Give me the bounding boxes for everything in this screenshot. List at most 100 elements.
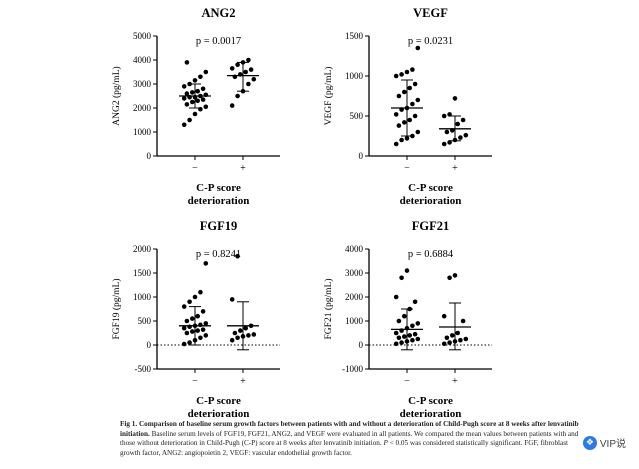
data-point <box>181 341 187 347</box>
chart-panel-4: FGF21 p = 0.6884 FGF21 (pg/mL) -1000 0 1000 20… <box>323 219 492 420</box>
data-point <box>184 330 190 336</box>
caption-text-1: Baseline serum levels of FGF19, FGF21, A… <box>120 429 579 448</box>
y-tick-label: 0 <box>359 151 364 161</box>
data-point <box>441 141 447 147</box>
data-point <box>441 341 447 347</box>
data-point <box>181 122 187 128</box>
data-point <box>181 96 187 101</box>
data-point <box>184 91 190 96</box>
y-tick-label: 1000 <box>133 292 152 302</box>
data-point <box>190 316 195 321</box>
data-point <box>246 333 251 338</box>
data-point <box>235 93 240 99</box>
y-tick-label: 4000 <box>133 55 152 65</box>
data-point <box>235 335 240 341</box>
data-point <box>192 294 198 300</box>
y-axis-label: FGF21 (pg/mL) <box>323 279 334 340</box>
chart-title: FGF19 <box>200 219 238 233</box>
data-point <box>452 96 458 101</box>
data-point <box>184 102 190 107</box>
y-tick-label: -1000 <box>342 364 363 374</box>
data-point <box>402 313 407 319</box>
data-point <box>195 98 200 104</box>
data-point <box>396 123 402 128</box>
x-axis-label-line2: deterioration <box>188 195 250 207</box>
y-axis-label: VEGF (pg/mL) <box>323 67 334 126</box>
data-point <box>402 334 407 339</box>
chart-panel-1: ANG2 p = 0.0017 ANG2 (pg/mL) 0 1000 2000 3000 4… <box>111 6 280 207</box>
data-point <box>458 135 463 140</box>
data-point <box>181 84 187 89</box>
data-point <box>238 328 243 333</box>
x-category-label: − <box>404 163 410 174</box>
data-point <box>460 117 466 123</box>
p-value-label: p = 0.8241 <box>196 249 241 260</box>
data-point <box>407 85 413 91</box>
data-point <box>412 81 418 87</box>
x-axis-label-line2: deterioration <box>400 408 462 420</box>
y-tick-label: 1000 <box>345 71 364 81</box>
watermark: ❖ VIP说 <box>579 434 629 451</box>
data-point <box>410 101 415 107</box>
data-point <box>187 299 192 305</box>
watermark-icon: ❖ <box>582 435 597 450</box>
y-tick-label: 3000 <box>133 79 152 89</box>
data-point <box>393 330 399 336</box>
data-point <box>192 111 198 117</box>
x-category-label: + <box>240 163 246 174</box>
data-point <box>235 62 240 68</box>
p-value-label: p = 0.0231 <box>408 36 453 47</box>
data-point <box>396 335 402 341</box>
data-point <box>399 275 404 281</box>
caption-text-2: < 0.05 was considered statistically sign… <box>120 439 569 457</box>
x-category-label: − <box>404 376 410 387</box>
data-point <box>393 294 399 300</box>
y-tick-label: 2000 <box>133 244 152 254</box>
y-tick-label: 5000 <box>133 31 152 41</box>
x-category-label: − <box>192 163 198 174</box>
watermark-text: VIP说 <box>599 439 626 450</box>
x-category-label: + <box>452 163 458 174</box>
x-axis-label-line1: C-P score <box>196 182 241 194</box>
data-point <box>203 321 209 326</box>
data-point <box>447 275 452 281</box>
data-point <box>444 129 450 135</box>
data-point <box>393 141 399 147</box>
data-point <box>181 304 187 309</box>
data-point <box>187 117 192 123</box>
data-point <box>402 120 407 125</box>
y-tick-label: 4000 <box>345 244 364 254</box>
data-point <box>243 69 248 75</box>
y-tick-label: 1500 <box>133 268 152 278</box>
data-point <box>447 340 452 345</box>
data-point <box>415 321 421 326</box>
data-point <box>229 337 235 343</box>
data-point <box>455 330 461 336</box>
caption-title: Fig 1. Comparison of baseline serum grow… <box>120 420 579 438</box>
data-point <box>463 336 469 342</box>
data-point <box>229 103 235 108</box>
y-tick-label: 1000 <box>133 127 152 137</box>
data-point <box>229 297 235 302</box>
data-point <box>410 337 415 343</box>
data-point <box>399 137 404 143</box>
x-category-label: + <box>240 376 246 387</box>
data-point <box>410 67 415 72</box>
data-point <box>203 69 209 75</box>
chart-title: ANG2 <box>201 6 235 20</box>
data-point <box>251 332 257 337</box>
data-point <box>203 104 209 110</box>
data-point <box>198 335 203 341</box>
data-point <box>190 329 195 334</box>
data-point <box>203 333 209 338</box>
data-point <box>393 341 399 347</box>
x-axis-label-line2: deterioration <box>188 408 250 420</box>
data-point <box>460 318 466 324</box>
data-point <box>463 132 469 138</box>
chart-panel-2: VEGF p = 0.0231 VEGF (pg/mL) 0 500 1000 1500 − +… <box>323 6 492 207</box>
data-point <box>452 273 458 278</box>
data-point <box>232 330 238 336</box>
x-category-label: + <box>452 376 458 387</box>
data-point <box>393 73 399 79</box>
data-point <box>410 323 415 329</box>
